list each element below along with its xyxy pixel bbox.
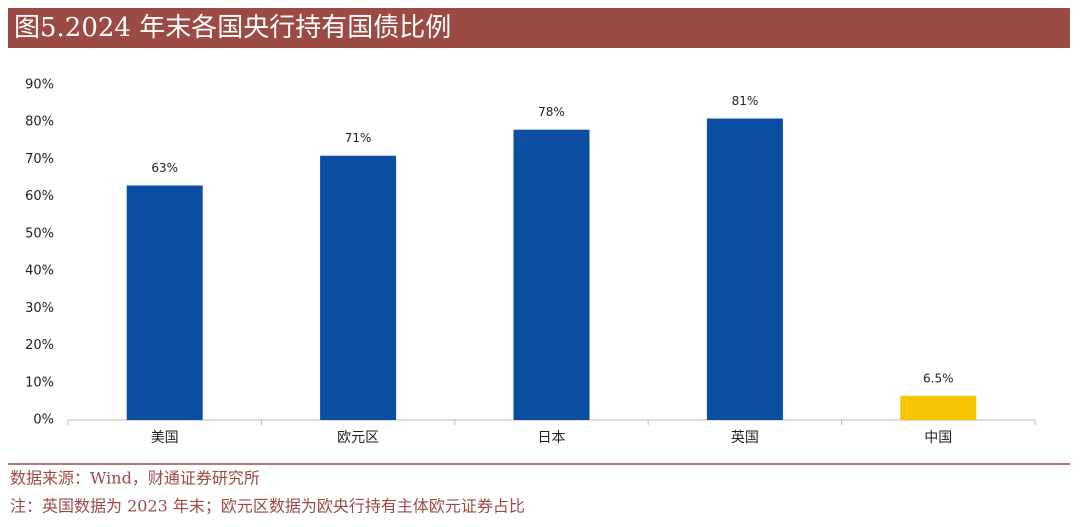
source: 数据来源：Wind，财通证券研究所 xyxy=(10,469,260,488)
chart-title: 图5.2024 年末各国央行持有国债比例 xyxy=(14,13,451,43)
x-tick-label: 英国 xyxy=(731,429,759,446)
y-tick-label: 80% xyxy=(25,115,54,130)
value-label: 81% xyxy=(732,94,759,108)
bar xyxy=(513,129,590,420)
y-tick-label: 40% xyxy=(25,264,54,279)
y-tick-label: 90% xyxy=(25,78,54,93)
value-label: 78% xyxy=(538,105,565,119)
x-tick-label: 美国 xyxy=(151,430,179,446)
y-tick-label: 30% xyxy=(25,301,54,316)
y-tick-label: 0% xyxy=(33,413,54,428)
y-tick-label: 10% xyxy=(25,375,54,390)
y-tick-label: 70% xyxy=(25,152,54,167)
x-tick-label: 欧元区 xyxy=(337,430,379,446)
y-tick-label: 50% xyxy=(25,226,54,241)
bar xyxy=(126,185,203,420)
y-tick-label: 20% xyxy=(25,338,54,353)
x-tick-label: 日本 xyxy=(538,430,566,446)
y-tick-label: 60% xyxy=(25,189,54,204)
x-tick-label: 中国 xyxy=(924,430,952,446)
note: 注：英国数据为 2023 年末；欧元区数据为欧央行持有主体欧元证券占比 xyxy=(10,497,525,516)
bar xyxy=(900,395,977,420)
value-label: 6.5% xyxy=(923,371,954,385)
value-label: 63% xyxy=(151,161,178,175)
bar xyxy=(320,155,397,420)
title-bar xyxy=(8,8,1070,48)
value-label: 71% xyxy=(345,131,372,145)
bar xyxy=(706,118,783,420)
